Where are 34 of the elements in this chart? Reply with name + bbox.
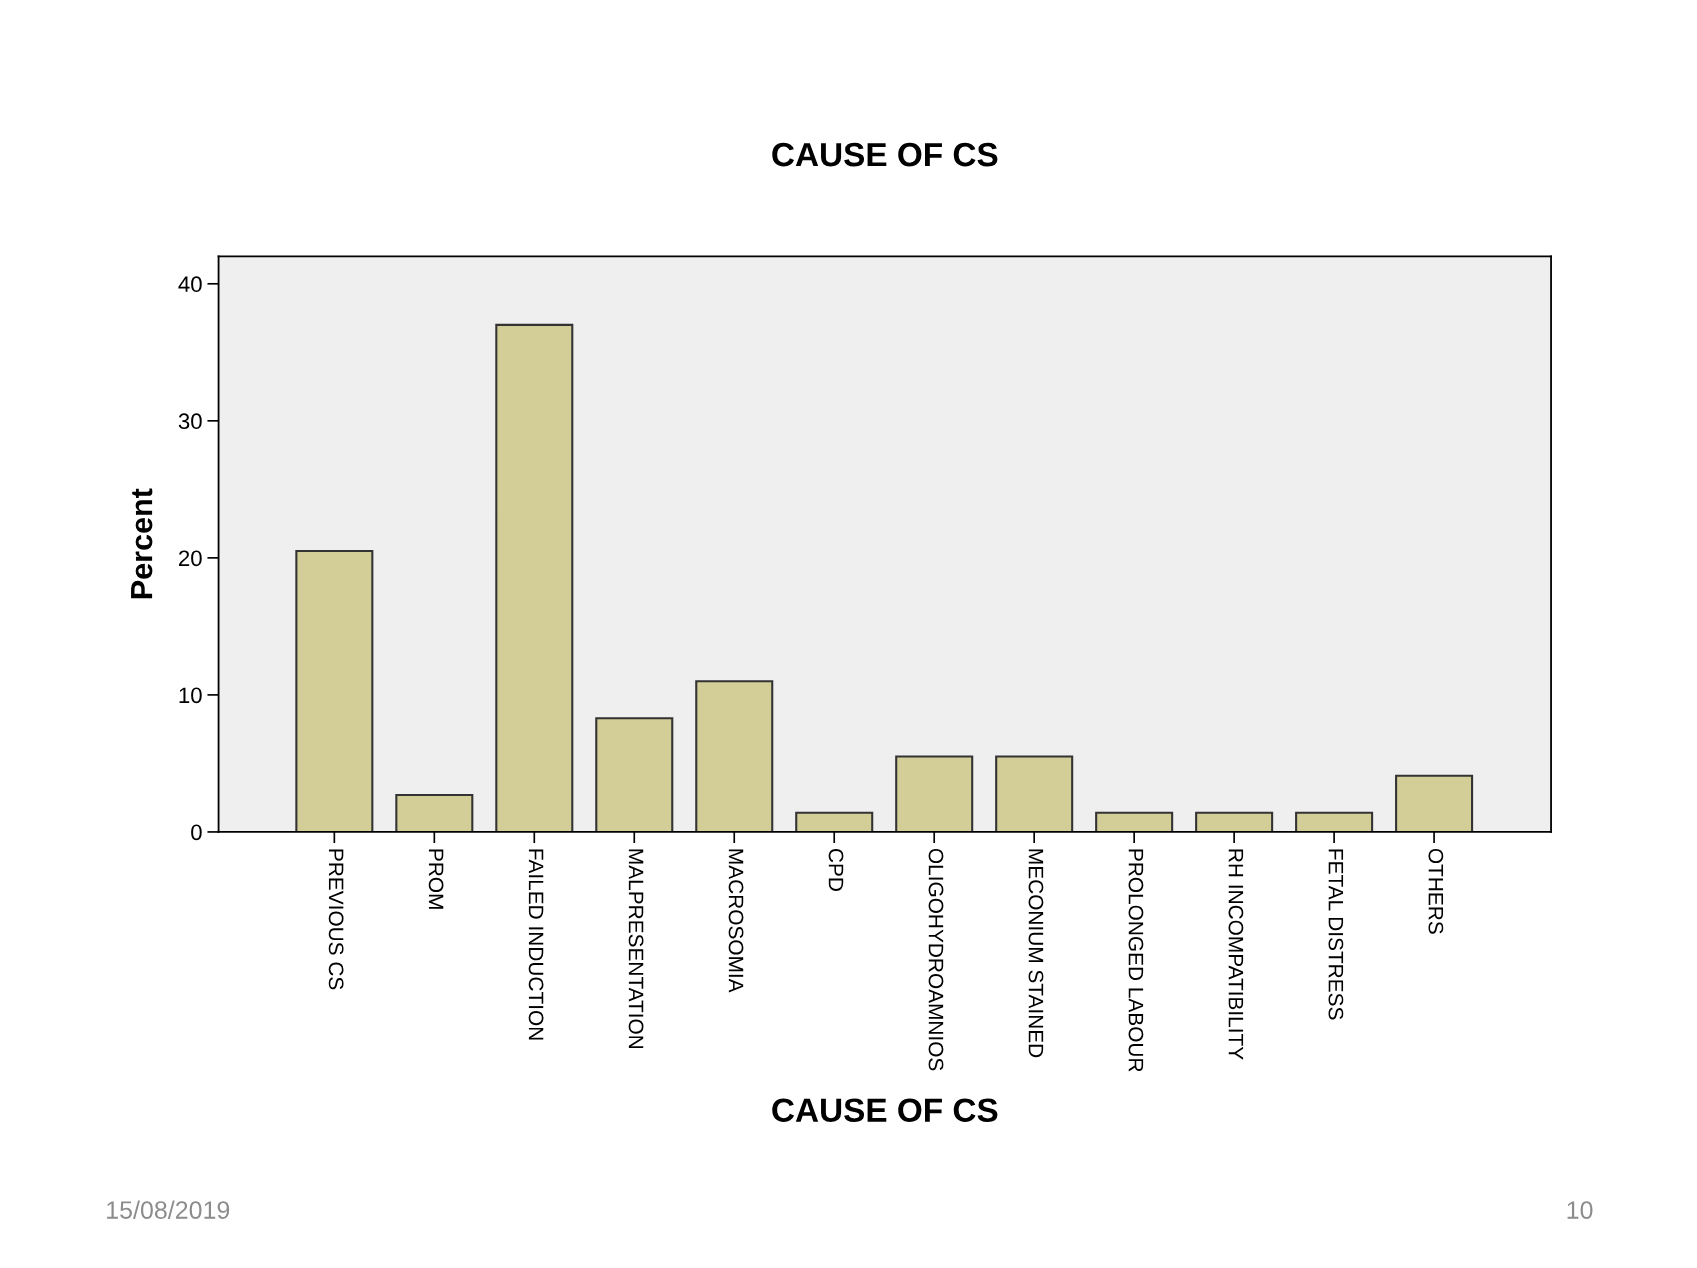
y-tick-label: 20 — [179, 550, 202, 567]
x-tick-label: FETAL DISTRESS — [1328, 849, 1344, 1020]
x-tick-label: RH INCOMPATIBILITY — [1228, 849, 1244, 1060]
bar — [795, 811, 874, 832]
y-tick-label: 30 — [178, 413, 202, 430]
bar — [1095, 811, 1174, 832]
bar — [595, 717, 674, 832]
bar — [1395, 774, 1474, 832]
x-tick-label: OLIGOHYDROAMNIOS — [928, 848, 944, 1071]
text: 15/08/2019 — [107, 1200, 230, 1219]
y-tick-label: 0 — [191, 824, 202, 841]
bar — [1195, 811, 1274, 832]
bar — [495, 323, 574, 832]
x-tick-label: PROM — [428, 849, 444, 909]
x-axis-title: CAUSE OF CS — [772, 1098, 998, 1122]
x-tick-label: PROLONGED LABOUR — [1128, 849, 1144, 1072]
y-tick-label: 10 — [179, 687, 202, 704]
bar — [295, 549, 374, 832]
x-tick-label: CPD — [828, 848, 844, 891]
bar — [395, 793, 474, 832]
x-tick-label: MACROSOMIA — [728, 849, 744, 993]
text: 10 — [1567, 1201, 1593, 1219]
bar — [695, 680, 774, 832]
y-axis-title: Percent — [131, 488, 153, 599]
bar — [1295, 811, 1374, 832]
y-tick-label: 40 — [178, 276, 202, 293]
chart-title: CAUSE OF CS — [772, 142, 998, 167]
bar — [895, 755, 974, 832]
bar — [995, 755, 1074, 832]
x-tick-label: MECONIUM STAINED — [1028, 849, 1044, 1058]
x-tick-label: OTHERS — [1428, 848, 1444, 934]
x-tick-label: MALPRESENTATION — [628, 849, 644, 1049]
x-tick-label: PREVIOUS CS — [328, 849, 344, 990]
x-tick-label: FAILED INDUCTION — [528, 849, 544, 1040]
